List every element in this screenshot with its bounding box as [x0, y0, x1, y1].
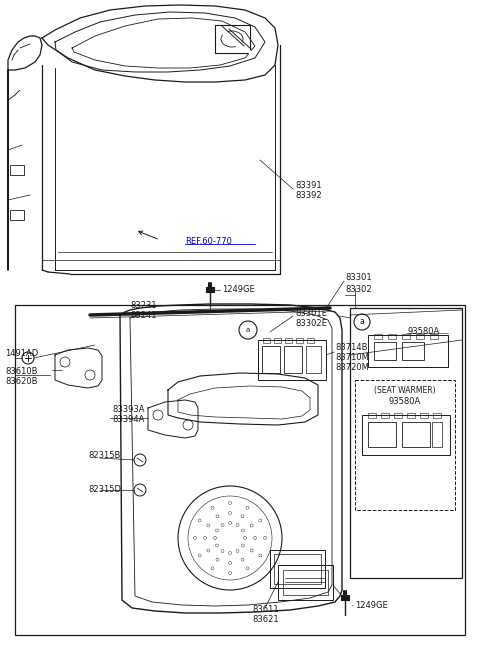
- Text: 83301: 83301: [345, 274, 372, 283]
- Text: 83241: 83241: [130, 310, 156, 319]
- Bar: [388, 334, 396, 339]
- Bar: [274, 338, 281, 343]
- Bar: [296, 338, 303, 343]
- Bar: [285, 338, 292, 343]
- Bar: [368, 413, 376, 418]
- Bar: [278, 565, 333, 600]
- Text: 93580A: 93580A: [408, 327, 440, 337]
- Bar: [402, 334, 410, 339]
- Bar: [206, 287, 214, 292]
- Text: 83611: 83611: [252, 605, 278, 615]
- Text: a: a: [360, 318, 364, 327]
- Bar: [374, 334, 382, 339]
- Bar: [15, 305, 465, 635]
- Text: 83394A: 83394A: [112, 415, 144, 424]
- Text: 83391: 83391: [295, 180, 322, 190]
- Text: 83610B: 83610B: [5, 367, 37, 377]
- Text: 83714B: 83714B: [335, 344, 368, 352]
- Bar: [430, 334, 438, 339]
- Text: 83301E: 83301E: [295, 308, 327, 318]
- Text: 83392: 83392: [295, 192, 322, 201]
- Bar: [432, 422, 442, 447]
- Bar: [381, 413, 389, 418]
- Bar: [394, 413, 402, 418]
- Text: 1249GE: 1249GE: [355, 600, 388, 609]
- Bar: [355, 380, 455, 510]
- Bar: [374, 342, 396, 360]
- Bar: [368, 422, 396, 447]
- Text: 83302E: 83302E: [295, 319, 327, 327]
- Bar: [307, 338, 314, 343]
- Text: 83393A: 83393A: [112, 405, 144, 415]
- Bar: [433, 413, 441, 418]
- Bar: [420, 413, 428, 418]
- Text: 83620B: 83620B: [5, 377, 37, 386]
- Text: (SEAT WARMER): (SEAT WARMER): [374, 386, 436, 394]
- Text: 83710M: 83710M: [335, 354, 369, 363]
- Bar: [270, 550, 325, 588]
- Bar: [215, 25, 250, 53]
- Text: 83621: 83621: [252, 615, 278, 625]
- Text: 83720M: 83720M: [335, 363, 369, 373]
- Text: 83302: 83302: [345, 285, 372, 293]
- Text: 82315D: 82315D: [88, 485, 121, 495]
- Bar: [362, 415, 450, 455]
- Bar: [416, 334, 424, 339]
- Text: 83231: 83231: [130, 300, 156, 310]
- Bar: [258, 340, 326, 380]
- Bar: [402, 342, 424, 360]
- Bar: [306, 346, 321, 373]
- Bar: [350, 308, 462, 578]
- Bar: [274, 554, 321, 584]
- Bar: [368, 335, 448, 367]
- Text: REF.60-770: REF.60-770: [185, 237, 232, 247]
- Bar: [263, 338, 270, 343]
- Text: 1491AD: 1491AD: [5, 350, 38, 358]
- Bar: [284, 346, 302, 373]
- Text: 93580A: 93580A: [389, 398, 421, 407]
- Text: 1249GE: 1249GE: [222, 285, 255, 295]
- Bar: [341, 595, 349, 600]
- Text: a: a: [246, 327, 250, 333]
- Text: 82315B: 82315B: [88, 451, 120, 459]
- Bar: [10, 165, 24, 175]
- Bar: [262, 346, 280, 373]
- Bar: [10, 210, 24, 220]
- Bar: [283, 570, 328, 595]
- Bar: [402, 422, 430, 447]
- Bar: [407, 413, 415, 418]
